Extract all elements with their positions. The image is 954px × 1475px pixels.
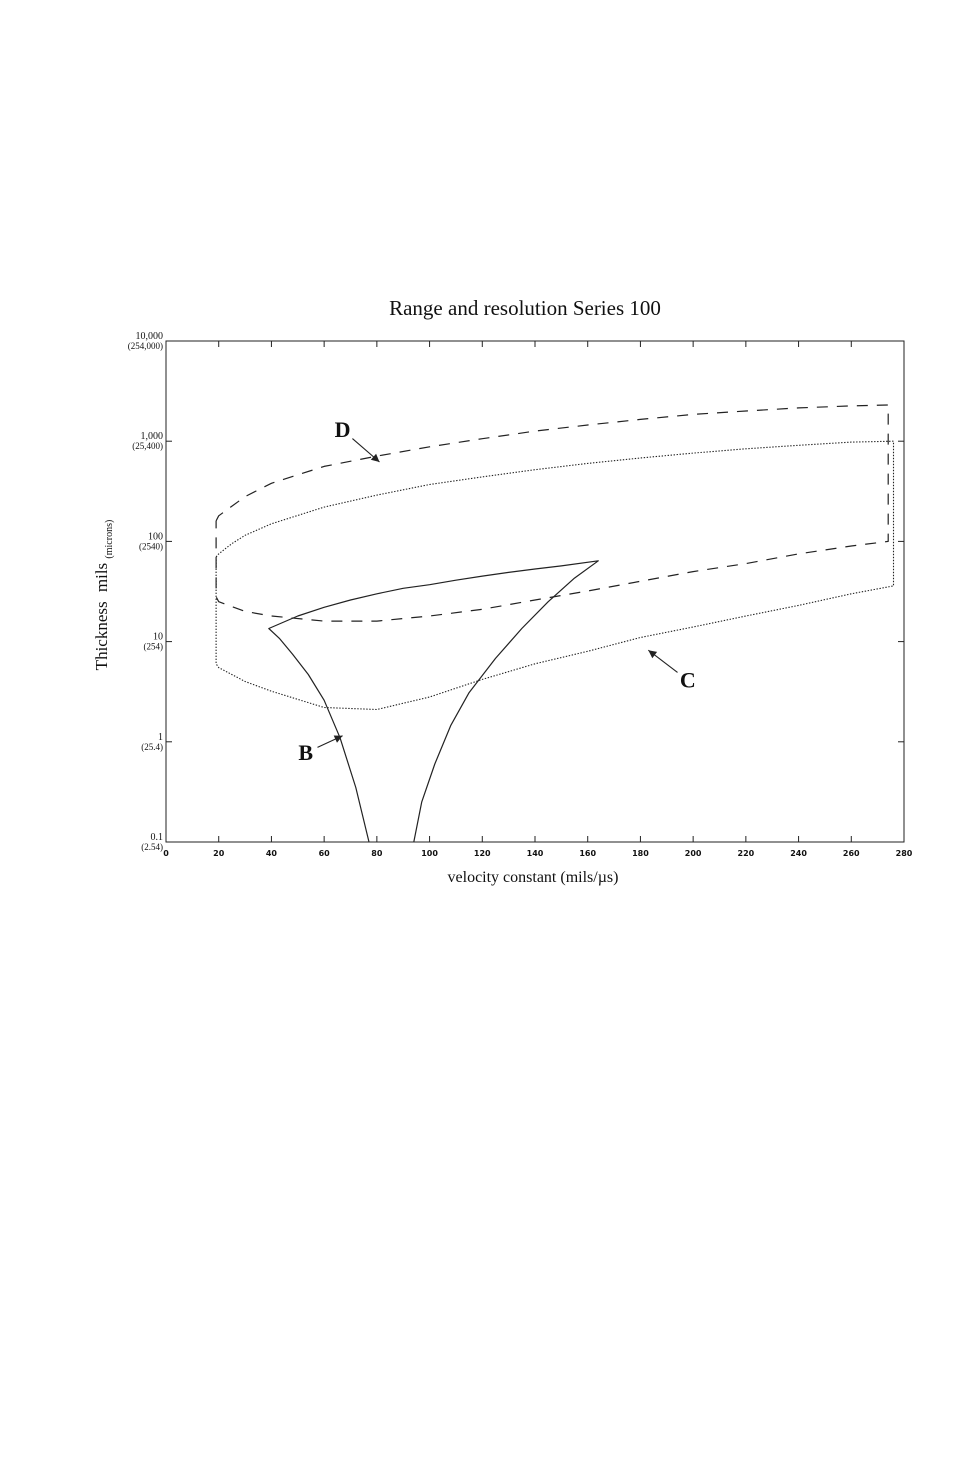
series-b-line	[268, 560, 599, 843]
y-tick-label: 10,000	[136, 331, 164, 342]
x-tick-label: 20	[213, 849, 225, 858]
x-axis-label: velocity constant (mils/µs)	[448, 869, 619, 886]
y-tick-sublabel: (254,000)	[128, 341, 163, 351]
y-tick-label: 1	[158, 732, 163, 743]
y-tick-label: 100	[148, 531, 163, 542]
y-axis-label-text: Thickness mils (microns)	[92, 520, 115, 671]
x-tick-label: 60	[319, 849, 331, 858]
y-axis-label-unit: mils	[92, 563, 111, 592]
y-tick-sublabel: (2540)	[139, 541, 163, 551]
y-axis-label: Thickness mils (microns)	[92, 520, 115, 671]
callout-label-d: D	[335, 417, 351, 442]
annotations: D C B	[298, 417, 695, 765]
x-tick-label: 200	[685, 849, 702, 858]
series-d-line	[215, 404, 889, 622]
y-tick-label: 10	[153, 632, 163, 643]
x-tick-label: 180	[632, 849, 649, 858]
x-tick-label: 40	[266, 849, 278, 858]
x-tick-label: 0	[163, 849, 169, 858]
y-tick-label: 1,000	[141, 431, 164, 442]
y-tick-sublabel: (2.54)	[141, 842, 163, 852]
series-c-line	[215, 440, 895, 711]
x-tick-label: 120	[474, 849, 491, 858]
y-axis-label-unit-alt: (microns)	[104, 520, 115, 559]
series-layer	[215, 404, 895, 843]
x-tick-label: 100	[421, 849, 438, 858]
y-tick-sublabel: (25.4)	[141, 742, 163, 752]
chart-title: Range and resolution Series 100	[389, 296, 661, 320]
callout-arrowhead-d	[370, 453, 380, 462]
axis-ticks: 0 20 40 60 80 100 120 140 160 180 200 220 240 260 280 0…	[128, 331, 913, 858]
callout-arrowhead-b	[333, 735, 343, 743]
x-tick-label: 240	[790, 849, 807, 858]
callout-label-c: C	[680, 667, 696, 692]
x-tick-label: 80	[371, 849, 383, 858]
x-tick-label: 220	[738, 849, 755, 858]
x-tick-label: 260	[843, 849, 860, 858]
y-tick-sublabel: (25,400)	[132, 441, 163, 451]
x-tick-label: 160	[579, 849, 596, 858]
x-tick-label: 280	[896, 849, 913, 858]
callout-label-b: B	[298, 740, 313, 765]
callout-arrowhead-c	[648, 650, 658, 659]
plot-frame	[165, 340, 905, 843]
y-tick-sublabel: (254)	[144, 642, 164, 652]
y-axis-label-quantity: Thickness	[92, 601, 111, 670]
y-tick-label: 0.1	[151, 832, 164, 843]
x-tick-label: 140	[527, 849, 544, 858]
